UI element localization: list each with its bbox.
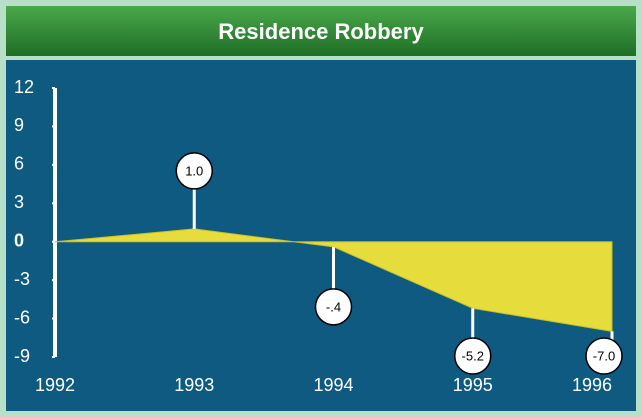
y-tick-label: 3 (14, 192, 24, 212)
callout (314, 288, 353, 326)
y-tick-label: 12 (14, 77, 34, 97)
plot-panel (6, 60, 636, 411)
data-label: 1.0 (185, 163, 203, 178)
y-tick-label: 0 (14, 230, 24, 250)
x-tick-label: 1992 (35, 375, 75, 395)
data-label: -5.2 (462, 348, 484, 363)
x-tick-label: 1996 (572, 375, 612, 395)
y-tick-label: 9 (14, 115, 24, 135)
y-tick-label: -6 (14, 307, 30, 327)
chart-title: Residence Robbery (218, 19, 424, 44)
data-label: -.4 (326, 299, 341, 314)
y-tick-label: -9 (14, 346, 30, 366)
data-label: -7.0 (593, 348, 615, 363)
callout (454, 337, 492, 375)
y-tick-label: 6 (14, 154, 24, 174)
x-tick-label: 1995 (453, 375, 493, 395)
x-tick-label: 1994 (313, 375, 353, 395)
title-bar (6, 6, 636, 56)
callout (585, 337, 623, 375)
x-tick-label: 1993 (174, 375, 214, 395)
y-tick-label: -3 (14, 269, 30, 289)
callout (175, 152, 213, 190)
